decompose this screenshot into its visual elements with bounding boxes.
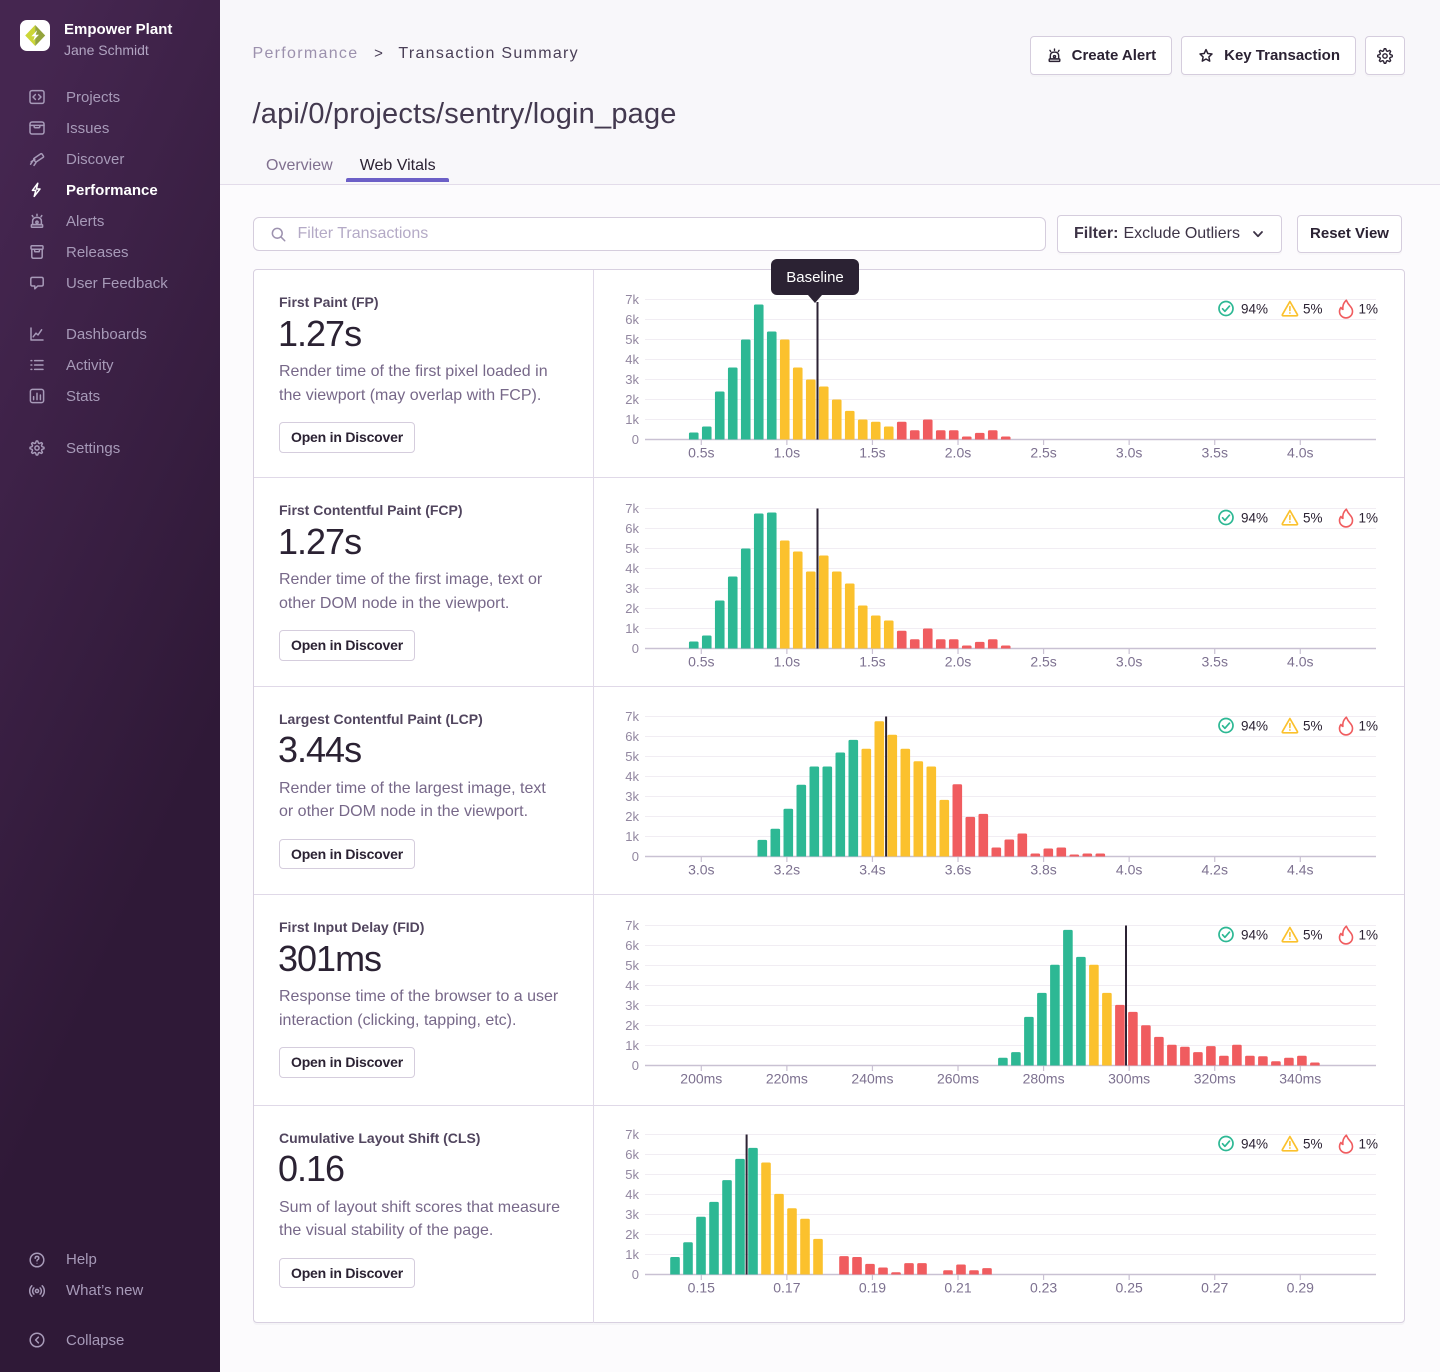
svg-text:1%: 1% <box>1358 928 1378 943</box>
svg-text:1%: 1% <box>1358 719 1378 734</box>
svg-text:3k: 3k <box>625 998 639 1013</box>
svg-text:220ms: 220ms <box>765 1071 807 1087</box>
svg-text:0: 0 <box>631 849 638 864</box>
svg-text:320ms: 320ms <box>1193 1071 1235 1087</box>
svg-text:7k: 7k <box>625 501 639 516</box>
svg-text:1k: 1k <box>625 1247 639 1262</box>
svg-text:94%: 94% <box>1241 511 1268 526</box>
svg-text:0.5s: 0.5s <box>688 654 714 670</box>
svg-text:94%: 94% <box>1241 1136 1268 1151</box>
svg-text:2.5s: 2.5s <box>1030 445 1056 461</box>
svg-text:5%: 5% <box>1303 719 1323 734</box>
svg-text:5k: 5k <box>625 1167 639 1182</box>
svg-text:6k: 6k <box>625 1147 639 1162</box>
svg-text:0: 0 <box>631 1058 638 1073</box>
svg-text:4k: 4k <box>625 561 639 576</box>
svg-text:94%: 94% <box>1241 719 1268 734</box>
svg-text:0.15: 0.15 <box>687 1279 714 1295</box>
svg-text:3k: 3k <box>625 581 639 596</box>
svg-text:6k: 6k <box>625 521 639 536</box>
svg-text:2.0s: 2.0s <box>944 654 970 670</box>
svg-text:3.5s: 3.5s <box>1201 654 1227 670</box>
svg-text:1k: 1k <box>625 412 639 427</box>
svg-text:340ms: 340ms <box>1279 1071 1321 1087</box>
svg-text:3.5s: 3.5s <box>1201 445 1227 461</box>
svg-text:1%: 1% <box>1358 302 1378 317</box>
svg-text:0.27: 0.27 <box>1201 1279 1228 1295</box>
svg-text:7k: 7k <box>625 918 639 933</box>
svg-text:0.19: 0.19 <box>858 1279 885 1295</box>
svg-text:94%: 94% <box>1241 302 1268 317</box>
svg-text:4.0s: 4.0s <box>1115 862 1141 878</box>
svg-text:5k: 5k <box>625 332 639 347</box>
svg-text:4k: 4k <box>625 1187 639 1202</box>
svg-text:4.0s: 4.0s <box>1287 654 1313 670</box>
svg-text:4k: 4k <box>625 769 639 784</box>
svg-text:7k: 7k <box>625 1127 639 1142</box>
svg-text:1k: 1k <box>625 621 639 636</box>
svg-text:5k: 5k <box>625 958 639 973</box>
svg-text:2k: 2k <box>625 1018 639 1033</box>
svg-text:2k: 2k <box>625 601 639 616</box>
svg-text:0: 0 <box>631 1267 638 1282</box>
svg-text:4k: 4k <box>625 352 639 367</box>
svg-text:5k: 5k <box>625 749 639 764</box>
svg-text:1.0s: 1.0s <box>773 654 799 670</box>
svg-text:1%: 1% <box>1358 1136 1378 1151</box>
svg-text:2k: 2k <box>625 392 639 407</box>
svg-text:2k: 2k <box>625 1227 639 1242</box>
svg-text:3.2s: 3.2s <box>773 862 799 878</box>
svg-text:6k: 6k <box>625 938 639 953</box>
svg-text:3.0s: 3.0s <box>1115 445 1141 461</box>
svg-text:5%: 5% <box>1303 928 1323 943</box>
svg-text:3k: 3k <box>625 789 639 804</box>
svg-text:4.2s: 4.2s <box>1201 862 1227 878</box>
svg-text:7k: 7k <box>625 292 639 307</box>
svg-text:200ms: 200ms <box>680 1071 722 1087</box>
svg-text:0.25: 0.25 <box>1115 1279 1142 1295</box>
svg-text:4.0s: 4.0s <box>1287 445 1313 461</box>
svg-text:2.0s: 2.0s <box>944 445 970 461</box>
svg-text:3k: 3k <box>625 372 639 387</box>
svg-text:0.5s: 0.5s <box>688 445 714 461</box>
svg-text:6k: 6k <box>625 312 639 327</box>
svg-text:3.0s: 3.0s <box>1115 654 1141 670</box>
svg-text:1.5s: 1.5s <box>859 445 885 461</box>
svg-text:5%: 5% <box>1303 302 1323 317</box>
svg-text:0: 0 <box>631 432 638 447</box>
svg-text:1.0s: 1.0s <box>773 445 799 461</box>
svg-text:3.4s: 3.4s <box>859 862 885 878</box>
svg-text:5%: 5% <box>1303 511 1323 526</box>
svg-text:240ms: 240ms <box>851 1071 893 1087</box>
svg-text:0.23: 0.23 <box>1029 1279 1056 1295</box>
svg-text:260ms: 260ms <box>936 1071 978 1087</box>
svg-text:3.0s: 3.0s <box>688 862 714 878</box>
svg-text:280ms: 280ms <box>1022 1071 1064 1087</box>
svg-text:0.29: 0.29 <box>1286 1279 1313 1295</box>
svg-text:1k: 1k <box>625 829 639 844</box>
svg-text:1k: 1k <box>625 1038 639 1053</box>
svg-text:5%: 5% <box>1303 1136 1323 1151</box>
svg-text:3.6s: 3.6s <box>944 862 970 878</box>
svg-text:2k: 2k <box>625 809 639 824</box>
svg-text:2.5s: 2.5s <box>1030 654 1056 670</box>
svg-text:0: 0 <box>631 641 638 656</box>
svg-text:3.8s: 3.8s <box>1030 862 1056 878</box>
svg-text:4k: 4k <box>625 978 639 993</box>
svg-text:0.21: 0.21 <box>944 1279 971 1295</box>
svg-text:3k: 3k <box>625 1207 639 1222</box>
svg-text:0.17: 0.17 <box>773 1279 800 1295</box>
svg-text:5k: 5k <box>625 541 639 556</box>
svg-text:6k: 6k <box>625 729 639 744</box>
svg-text:4.4s: 4.4s <box>1287 862 1313 878</box>
svg-text:1.5s: 1.5s <box>859 654 885 670</box>
svg-text:300ms: 300ms <box>1108 1071 1150 1087</box>
svg-text:1%: 1% <box>1358 511 1378 526</box>
svg-text:7k: 7k <box>625 709 639 724</box>
svg-text:94%: 94% <box>1241 928 1268 943</box>
